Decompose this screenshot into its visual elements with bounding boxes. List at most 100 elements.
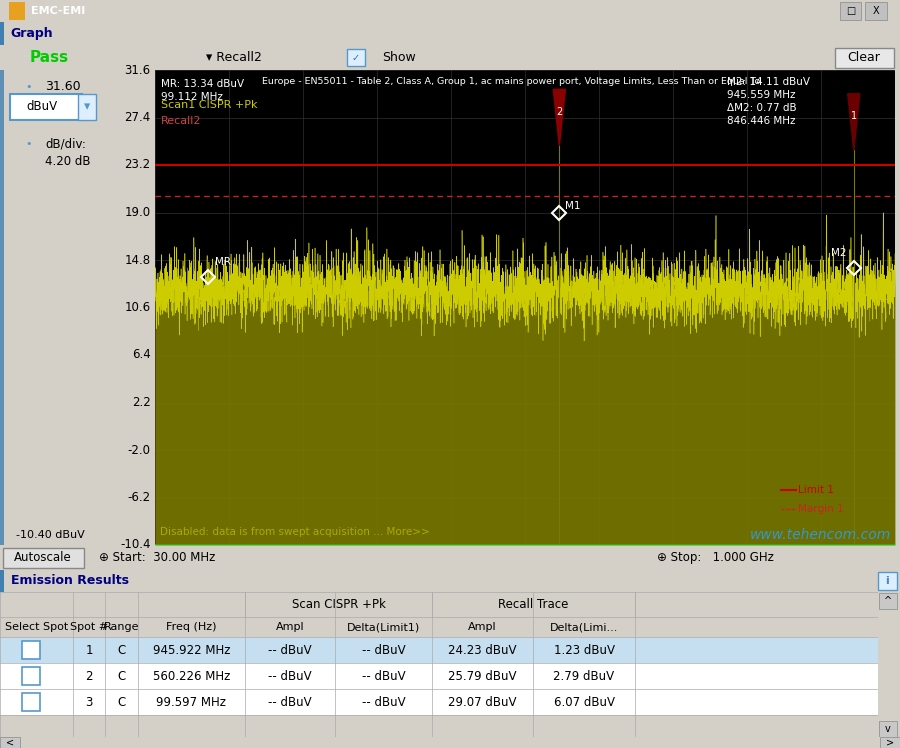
- Text: Recall2: Recall2: [161, 116, 202, 126]
- Text: 24.23 dBuV: 24.23 dBuV: [448, 643, 517, 657]
- Text: 1: 1: [850, 111, 857, 121]
- Text: 2.2: 2.2: [131, 396, 150, 409]
- Text: C: C: [117, 643, 126, 657]
- FancyBboxPatch shape: [346, 49, 364, 67]
- Text: www.tehencom.com: www.tehencom.com: [750, 528, 891, 542]
- Text: Clear: Clear: [848, 51, 880, 64]
- Bar: [0, 22, 4, 45]
- Text: >: >: [886, 738, 895, 747]
- Text: Margin 1: Margin 1: [798, 504, 843, 514]
- Text: dB/div:: dB/div:: [45, 137, 86, 150]
- FancyBboxPatch shape: [22, 641, 40, 659]
- Bar: [0, 70, 4, 545]
- Text: EMC-EMI: EMC-EMI: [32, 6, 86, 16]
- Text: 560.226 MHz: 560.226 MHz: [153, 669, 230, 682]
- Text: ▾ Recall2: ▾ Recall2: [206, 51, 262, 64]
- Text: C: C: [117, 696, 126, 708]
- Text: 14.8: 14.8: [124, 254, 150, 266]
- Text: M2: M2: [831, 248, 846, 259]
- Text: -2.0: -2.0: [128, 444, 150, 456]
- Text: -- dBuV: -- dBuV: [268, 669, 311, 682]
- Text: MR: 13.34 dBuV
99.112 MHz: MR: 13.34 dBuV 99.112 MHz: [161, 79, 244, 102]
- Text: •: •: [25, 138, 32, 149]
- Text: •: •: [25, 82, 32, 91]
- Text: ⊕ Start:  30.00 MHz: ⊕ Start: 30.00 MHz: [99, 551, 215, 564]
- Text: Pass: Pass: [30, 50, 69, 65]
- Text: -- dBuV: -- dBuV: [268, 696, 311, 708]
- FancyBboxPatch shape: [880, 737, 900, 748]
- FancyBboxPatch shape: [78, 94, 96, 120]
- Text: Delta(Limi...: Delta(Limi...: [550, 622, 618, 632]
- Text: Disabled: data is from swept acquisition ... More>>: Disabled: data is from swept acquisition…: [159, 527, 429, 537]
- FancyBboxPatch shape: [0, 737, 20, 748]
- Text: X: X: [872, 6, 879, 16]
- Text: Range: Range: [104, 622, 140, 632]
- Text: M2: 14.11 dBuV
945.559 MHz
ΔM2: 0.77 dB
846.446 MHz: M2: 14.11 dBuV 945.559 MHz ΔM2: 0.77 dB …: [727, 77, 810, 126]
- Text: 23.2: 23.2: [124, 159, 150, 171]
- FancyBboxPatch shape: [878, 572, 897, 590]
- Text: Ampl: Ampl: [275, 622, 304, 632]
- Text: ⊕ Stop:   1.000 GHz: ⊕ Stop: 1.000 GHz: [657, 551, 774, 564]
- FancyBboxPatch shape: [10, 94, 82, 120]
- Text: 2: 2: [86, 669, 93, 682]
- Text: ✓: ✓: [351, 52, 360, 63]
- Text: 19.0: 19.0: [124, 206, 150, 219]
- Text: 1.23 dBuV: 1.23 dBuV: [554, 643, 615, 657]
- Text: C: C: [117, 669, 126, 682]
- FancyBboxPatch shape: [3, 548, 84, 568]
- Bar: [0, 689, 878, 715]
- Text: Graph: Graph: [11, 27, 53, 40]
- Text: -10.40 dBuV: -10.40 dBuV: [15, 530, 85, 539]
- Text: 2.79 dBuV: 2.79 dBuV: [554, 669, 615, 682]
- Text: -- dBuV: -- dBuV: [362, 696, 405, 708]
- Text: □: □: [846, 6, 855, 16]
- Text: 31.6: 31.6: [124, 64, 150, 76]
- Bar: [9, 2, 25, 19]
- Text: -6.2: -6.2: [128, 491, 150, 504]
- Text: Select Spot: Select Spot: [4, 622, 68, 632]
- Text: 4.20 dB: 4.20 dB: [45, 155, 91, 168]
- Text: Recall Trace: Recall Trace: [499, 598, 569, 612]
- Polygon shape: [554, 89, 565, 146]
- Text: 6.07 dBuV: 6.07 dBuV: [554, 696, 615, 708]
- Text: Delta(Limit1): Delta(Limit1): [346, 622, 420, 632]
- Bar: [0, 570, 4, 592]
- FancyBboxPatch shape: [879, 593, 897, 610]
- Text: Scan1 CISPR +Pk: Scan1 CISPR +Pk: [161, 100, 257, 111]
- FancyBboxPatch shape: [879, 721, 897, 737]
- Bar: [0, 663, 878, 689]
- Text: 2: 2: [556, 107, 562, 117]
- Text: -- dBuV: -- dBuV: [362, 643, 405, 657]
- Text: Autoscale: Autoscale: [14, 551, 72, 564]
- Text: -- dBuV: -- dBuV: [362, 669, 405, 682]
- Text: 29.07 dBuV: 29.07 dBuV: [448, 696, 517, 708]
- Text: MR: MR: [214, 257, 230, 267]
- Text: Scan CISPR +Pk: Scan CISPR +Pk: [292, 598, 385, 612]
- Text: v: v: [885, 724, 891, 734]
- Text: Emission Results: Emission Results: [11, 574, 129, 587]
- Text: Spot #: Spot #: [70, 622, 108, 632]
- Bar: [0, 637, 878, 663]
- Text: 3: 3: [86, 696, 93, 708]
- Text: 6.4: 6.4: [131, 349, 150, 361]
- Text: -10.4: -10.4: [120, 539, 150, 551]
- Text: Show: Show: [382, 51, 416, 64]
- Text: dBuV: dBuV: [26, 100, 58, 113]
- Text: Europe - EN55011 - Table 2, Class A, Group 1, ac mains power port, Voltage Limit: Europe - EN55011 - Table 2, Class A, Gro…: [262, 77, 760, 86]
- Text: ▾: ▾: [84, 100, 90, 113]
- Text: -- dBuV: -- dBuV: [268, 643, 311, 657]
- FancyBboxPatch shape: [835, 48, 894, 67]
- Text: 25.79 dBuV: 25.79 dBuV: [448, 669, 517, 682]
- Text: 1: 1: [86, 643, 93, 657]
- FancyBboxPatch shape: [22, 693, 40, 711]
- Text: i: i: [886, 576, 889, 586]
- Text: Freq (Hz): Freq (Hz): [166, 622, 217, 632]
- Text: <: <: [5, 738, 14, 747]
- FancyBboxPatch shape: [840, 2, 861, 19]
- Text: Ampl: Ampl: [468, 622, 497, 632]
- Text: 27.4: 27.4: [124, 111, 150, 124]
- Text: 945.922 MHz: 945.922 MHz: [153, 643, 230, 657]
- Polygon shape: [848, 94, 860, 150]
- Text: 10.6: 10.6: [124, 301, 150, 314]
- FancyBboxPatch shape: [865, 2, 886, 19]
